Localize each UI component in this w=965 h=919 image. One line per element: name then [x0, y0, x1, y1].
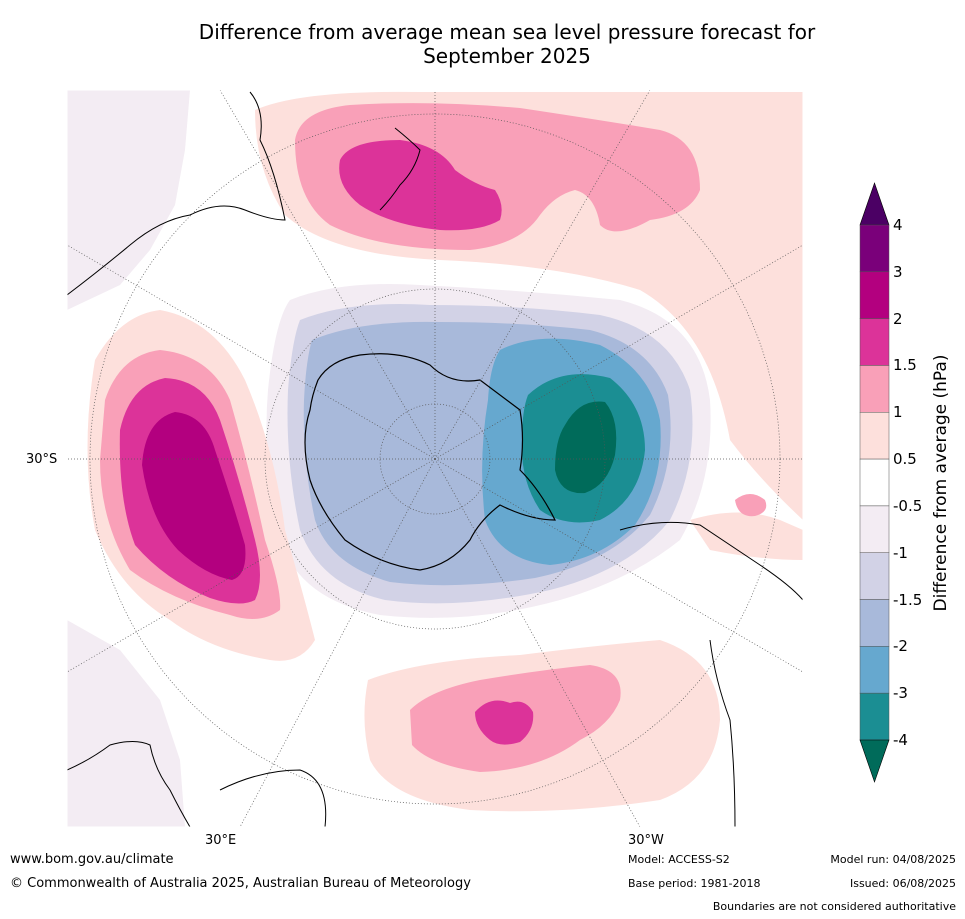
copyright-notice: © Commonwealth of Australia 2025, Austra… [10, 876, 471, 891]
colorbar-segment [859, 458, 890, 507]
colorbar-segment [859, 599, 890, 647]
colorbar-segment [859, 505, 890, 553]
colorbar-tick-label: -4 [893, 731, 908, 749]
colorbar-segment [859, 318, 890, 366]
colorbar-segment [859, 224, 890, 273]
latitude-label-30s: 30°S [26, 452, 58, 467]
colorbar-segment [859, 552, 890, 600]
colorbar-segment [859, 365, 890, 413]
colorbar-tick-label: 2 [893, 309, 903, 328]
antarctica-coastline [304, 353, 556, 571]
website-link[interactable]: www.bom.gov.au/climate [10, 852, 174, 867]
colorbar [859, 182, 890, 783]
colorbar-arrow-min [859, 739, 890, 783]
colorbar-title: Difference from average (hPa) [931, 354, 951, 612]
colorbar-tick-label: -2 [893, 637, 908, 656]
colorbar-segment [859, 692, 890, 741]
colorbar-segment [859, 412, 890, 460]
colorbar-tick-label: -1 [893, 543, 908, 562]
anomaly-region-lavender-sw [67, 620, 185, 827]
colorbar-tick-label: 0.5 [893, 450, 917, 469]
colorbar-arrow-max [859, 182, 890, 226]
map-frame [66, 89, 804, 828]
colorbar-segment [859, 271, 890, 319]
colorbar-tick-label: 1.5 [893, 356, 917, 375]
anomaly-region-pink-east [690, 512, 803, 560]
title-line-2: September 2025 [423, 44, 591, 68]
chart-title: Difference from average mean sea level p… [0, 20, 965, 68]
colorbar-tick-label: 3 [893, 262, 903, 281]
new-zealand-coastline [379, 127, 421, 211]
title-line-1: Difference from average mean sea level p… [198, 20, 816, 44]
boundary-disclaimer: Boundaries are not considered authoritat… [712, 900, 956, 913]
anomaly-region-purple-west [142, 412, 246, 580]
colorbar-tick-label: -3 [893, 684, 908, 703]
longitude-label-30e: 30°E [205, 833, 237, 848]
longitude-label-30w: 30°W [628, 833, 664, 848]
colorbar-tick-label: -0.5 [893, 496, 923, 515]
colorbar-tick-label: 1 [893, 403, 903, 422]
africa-coastline [67, 741, 327, 827]
issued-date: Issued: 06/08/2025 [849, 877, 956, 890]
model-name: Model: ACCESS-S2 [628, 853, 730, 866]
anomaly-region-dark-teal [555, 401, 617, 494]
anomaly-region-magenta-south [475, 700, 534, 745]
anomaly-region-magenta-north [339, 140, 502, 231]
model-run-date: Model run: 04/08/2025 [830, 853, 956, 866]
anomaly-region-rose-east [735, 494, 767, 517]
australia-coastline [67, 91, 286, 296]
colorbar-tick-label: -1.5 [893, 590, 923, 609]
colorbar-segment [859, 646, 890, 694]
graticule [67, 90, 803, 827]
anomaly-region-lavender-nw [67, 90, 190, 310]
base-period: Base period: 1981-2018 [628, 877, 761, 890]
south-america-coastline [619, 521, 803, 827]
colorbar-tick-label: 4 [893, 216, 903, 234]
